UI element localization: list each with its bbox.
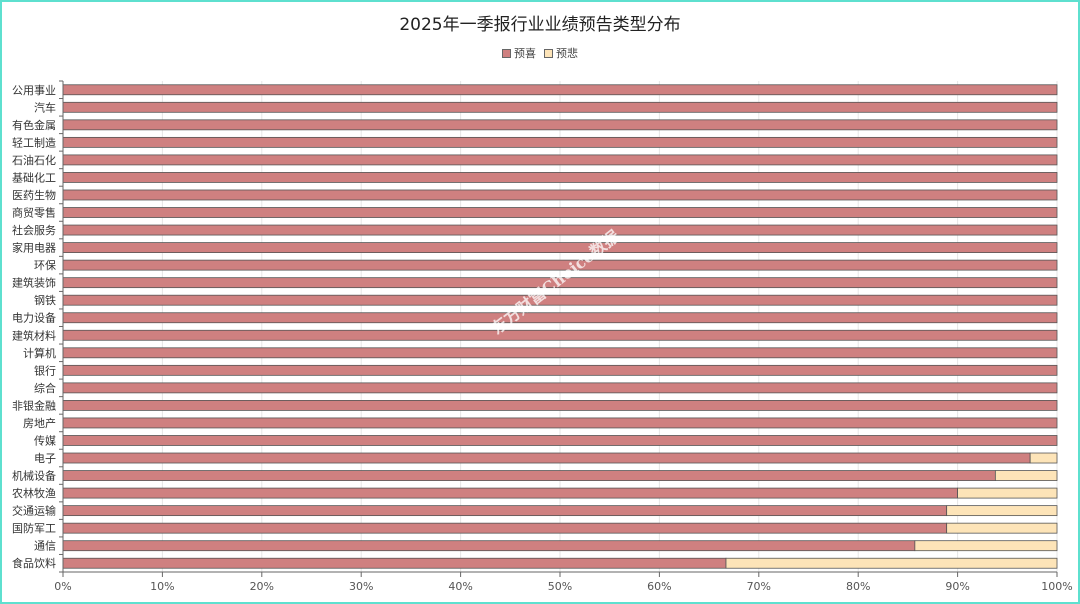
bar-positive — [62, 136, 1058, 148]
category-label: 钢铁 — [34, 294, 56, 307]
category-label: 建筑材料 — [12, 328, 56, 342]
category-label: 环保 — [34, 258, 56, 272]
bar-positive — [62, 101, 1058, 113]
bar-positive — [62, 84, 1058, 96]
legend-swatch-negative — [544, 48, 553, 58]
category-label: 电子 — [34, 452, 56, 465]
category-label: 国防军工 — [12, 521, 56, 535]
bar-positive — [62, 470, 996, 481]
bar-positive — [62, 452, 1031, 464]
chart-title: 2025年一季报行业业绩预告类型分布 — [399, 15, 681, 35]
bar-negative — [1029, 452, 1058, 464]
bar-negative — [994, 470, 1058, 481]
x-tick-label: 0% — [54, 580, 71, 593]
x-tick-label: 30% — [349, 580, 373, 593]
category-label: 有色金属 — [12, 118, 56, 132]
bar-positive — [62, 364, 1058, 376]
bar-positive — [62, 277, 1058, 289]
x-tick-label: 50% — [548, 580, 572, 593]
bar-positive — [62, 172, 1058, 183]
axes: 0% 10% 20% 30% 40% 50% 60% 70% 80% 90% 100% 公用事业汽车有… — [12, 80, 1073, 593]
category-label: 传媒 — [34, 434, 56, 447]
bar-positive — [62, 417, 1058, 429]
category-label: 食品饮料 — [12, 556, 56, 570]
x-tick-label: 70% — [747, 580, 771, 593]
bar-positive — [62, 400, 1058, 411]
bar-negative — [946, 505, 1058, 517]
bar-positive — [62, 435, 1058, 446]
bar-positive — [62, 119, 1058, 131]
bar-positive — [62, 242, 1058, 253]
category-label: 社会服务 — [12, 223, 56, 237]
legend-swatch-positive — [502, 48, 511, 58]
category-label: 房地产 — [23, 416, 56, 430]
bar-negative — [725, 557, 1058, 569]
category-label: 商贸零售 — [12, 206, 56, 220]
bar-positive — [62, 382, 1058, 394]
x-tick-label: 100% — [1041, 580, 1072, 593]
x-tick-label: 80% — [846, 580, 870, 593]
category-label: 轻工制造 — [12, 135, 56, 149]
x-tick-label: 10% — [150, 580, 174, 593]
category-label: 非银金融 — [12, 398, 56, 412]
bar-positive — [62, 557, 727, 569]
bar-positive — [62, 505, 948, 517]
bar-negative — [946, 522, 1058, 534]
bar-positive — [62, 207, 1058, 218]
category-label: 电力设备 — [12, 311, 56, 325]
category-label: 医药生物 — [12, 188, 56, 202]
bar-positive — [62, 347, 1058, 359]
category-label: 交通运输 — [12, 504, 56, 518]
category-label: 公用事业 — [12, 84, 56, 97]
bars — [62, 84, 1058, 569]
x-tick-label: 20% — [250, 580, 274, 593]
bar-negative — [914, 540, 1058, 552]
bar-positive — [62, 189, 1058, 201]
category-label: 基础化工 — [12, 170, 56, 184]
bar-positive — [62, 154, 1058, 166]
bar-positive — [62, 259, 1058, 271]
bar-positive — [62, 522, 948, 534]
legend-item-positive[interactable]: 预喜 — [502, 45, 536, 61]
bar-positive — [62, 312, 1058, 324]
legend-label-negative: 预悲 — [556, 47, 578, 60]
x-tick-label: 90% — [945, 580, 969, 593]
x-tick-label: 40% — [448, 580, 472, 593]
category-label: 家用电器 — [12, 241, 56, 255]
category-label: 综合 — [34, 381, 56, 395]
bar-positive — [62, 487, 958, 499]
legend: 预喜 预悲 — [0, 45, 1080, 61]
category-label: 银行 — [34, 363, 56, 377]
legend-item-negative[interactable]: 预悲 — [544, 45, 578, 61]
legend-label-positive: 预喜 — [514, 47, 536, 60]
category-label: 汽车 — [34, 100, 56, 114]
category-label: 机械设备 — [12, 469, 56, 483]
bar-positive — [62, 224, 1058, 236]
category-label: 通信 — [34, 540, 56, 553]
bar-positive — [62, 294, 1058, 306]
category-label: 建筑装饰 — [12, 276, 56, 290]
category-label: 计算机 — [23, 346, 56, 360]
category-label: 石油石化 — [12, 153, 56, 167]
bar-positive — [62, 540, 916, 552]
bar-positive — [62, 329, 1058, 341]
bar-negative — [957, 487, 1058, 499]
x-tick-label: 60% — [647, 580, 671, 593]
category-label: 农林牧渔 — [12, 486, 56, 500]
